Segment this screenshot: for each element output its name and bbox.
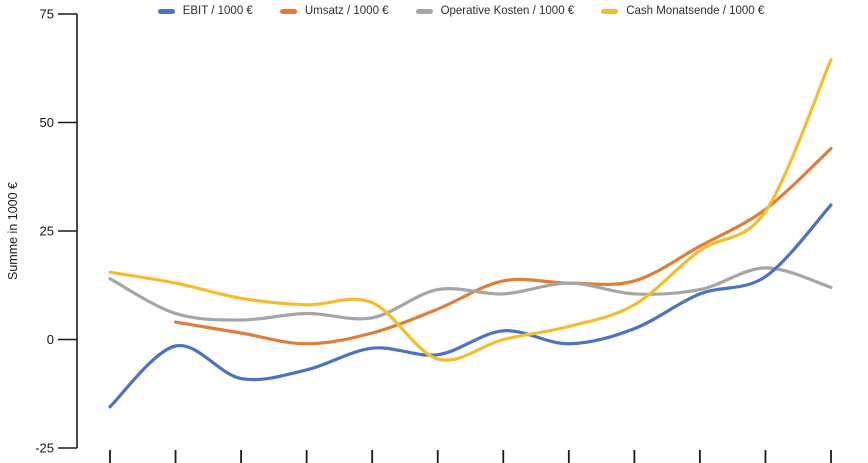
y-axis-title: Summe in 1000 € — [6, 182, 20, 280]
y-tick-label: 75 — [40, 7, 54, 22]
legend-label: Umsatz / 1000 € — [304, 5, 389, 17]
legend-item-0[interactable]: EBIT / 1000 € — [157, 5, 253, 17]
series-lines — [108, 58, 833, 409]
y-tick-label: 0 — [47, 332, 54, 347]
legend-swatch-icon — [157, 8, 175, 14]
legend-label: Cash Monatsende / 1000 € — [626, 5, 765, 17]
series-line-0 — [108, 203, 833, 409]
legend-item-2[interactable]: Operative Kosten / 1000 € — [415, 5, 575, 17]
legend-swatch-icon — [601, 8, 619, 14]
legend-item-1[interactable]: Umsatz / 1000 € — [279, 5, 389, 17]
series-line-2 — [108, 266, 833, 322]
y-tick-label: 25 — [40, 224, 54, 239]
legend-swatch-icon — [415, 8, 433, 14]
series-line-3 — [108, 58, 833, 362]
legend-label: EBIT / 1000 € — [182, 5, 253, 17]
y-tick-label: -25 — [35, 441, 54, 456]
legend-label: Operative Kosten / 1000 € — [440, 5, 575, 17]
series-line-1 — [173, 146, 833, 346]
legend-item-3[interactable]: Cash Monatsende / 1000 € — [601, 5, 764, 17]
legend-swatch-icon — [279, 8, 297, 14]
y-tick-label: 50 — [40, 115, 54, 130]
x-axis-ticks — [109, 450, 832, 463]
y-axis: 75 50 25 0 -25 — [35, 7, 78, 456]
chart-legend: EBIT / 1000 € Umsatz / 1000 € Operative Ko… — [0, 5, 868, 17]
